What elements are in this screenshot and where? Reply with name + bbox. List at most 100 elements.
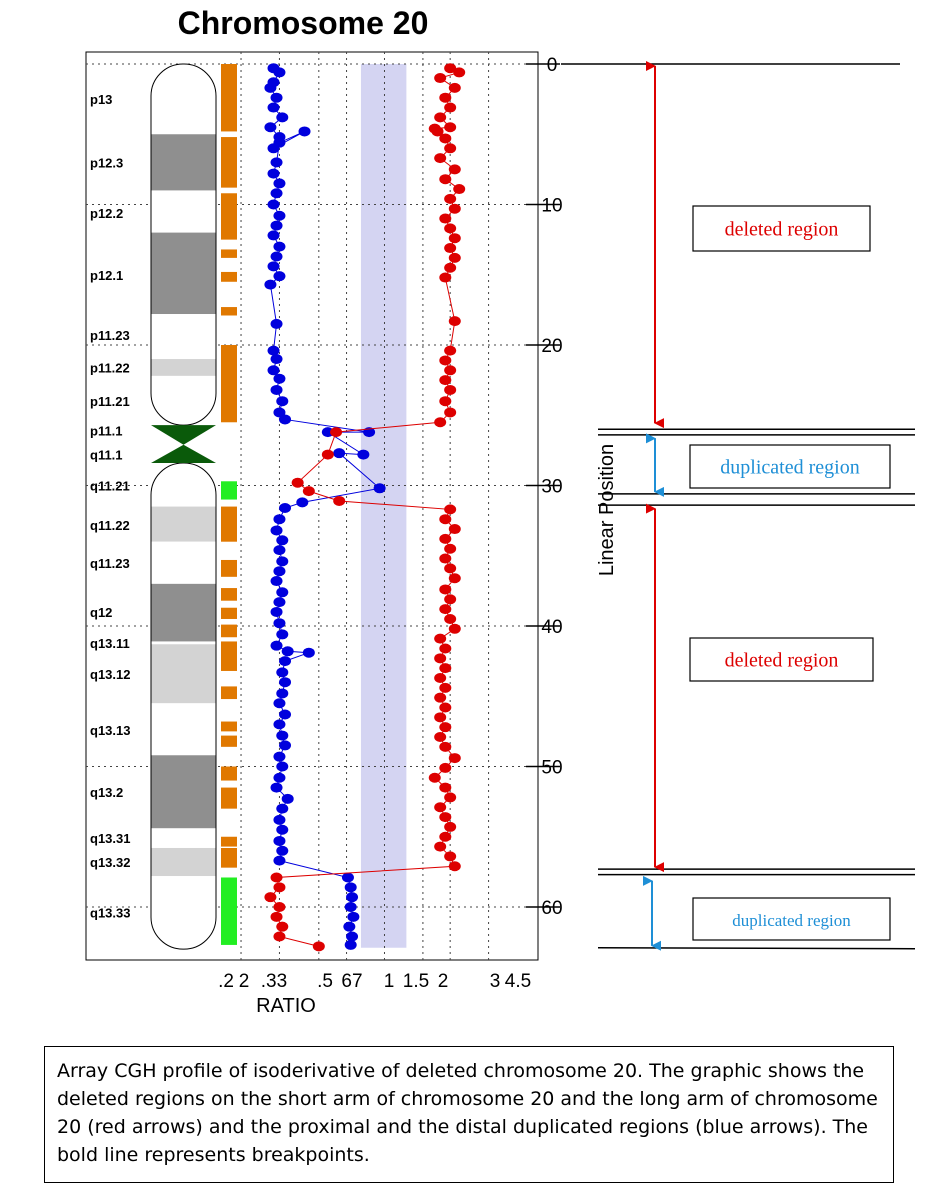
region-label-box [689, 637, 874, 682]
coverage-segment [221, 271, 237, 282]
data-point [444, 613, 457, 624]
data-point [439, 92, 452, 103]
coverage-segment [221, 307, 237, 316]
data-point [270, 911, 283, 922]
data-point [444, 851, 457, 862]
band-label-q13.12: q13.12 [90, 667, 130, 682]
data-point [439, 553, 452, 564]
data-point [302, 647, 315, 658]
band-label-q12: q12 [90, 605, 112, 620]
data-point [448, 753, 461, 764]
data-point [448, 82, 461, 93]
data-point [434, 712, 447, 723]
data-point [439, 782, 452, 793]
band-p11.22 [151, 359, 216, 376]
data-point [281, 793, 294, 804]
data-point [276, 629, 289, 640]
data-point [273, 178, 286, 189]
data-point [444, 504, 457, 515]
coverage-segment [221, 588, 237, 601]
data-point [279, 414, 292, 425]
chromosome-ideogram: p13 p12.3 p12.2 p12.1 p11.23 p11.22 p11.21 p11.… [90, 63, 217, 950]
data-point [273, 407, 286, 418]
data-point [276, 824, 289, 835]
data-point [296, 497, 309, 508]
data-point [276, 921, 289, 932]
data-point [431, 126, 444, 137]
x-tick-label: .5 [317, 971, 333, 992]
band-q11.22 [151, 506, 216, 542]
q-arm [151, 463, 216, 950]
coverage-segment [221, 766, 237, 781]
data-point [439, 702, 452, 713]
data-point [270, 92, 283, 103]
x-tick-label: 1.5 [403, 971, 429, 992]
data-point [273, 882, 286, 893]
coverage-segment [221, 721, 237, 732]
data-point [276, 845, 289, 856]
data-point [434, 112, 447, 123]
x-tick-label: 2 [438, 971, 449, 992]
data-point [439, 831, 452, 842]
data-point [273, 67, 286, 78]
data-point [444, 63, 457, 74]
data-point [264, 892, 277, 903]
x-tick-label: .2 [218, 971, 234, 992]
region-label: deleted region [725, 219, 839, 241]
data-point [321, 449, 334, 460]
y-tick-label: 50 [541, 758, 562, 779]
data-point [439, 741, 452, 752]
x-tick-label: 4.5 [505, 971, 531, 992]
data-point [448, 203, 461, 214]
coverage-segment [221, 607, 237, 619]
data-point [444, 792, 457, 803]
coverage-segment [221, 847, 237, 868]
centromere-upper [151, 425, 216, 445]
data-point [444, 384, 457, 395]
band-label-q13.11: q13.11 [90, 636, 130, 651]
data-point [343, 921, 356, 932]
data-point [267, 365, 280, 376]
data-point [346, 931, 359, 942]
band-label-p11.22: p11.22 [90, 360, 130, 375]
data-point [444, 543, 457, 554]
data-point [439, 663, 452, 674]
data-point [291, 477, 304, 488]
data-point [264, 122, 277, 133]
data-point [276, 535, 289, 546]
region-label-box [692, 897, 891, 941]
chromosome-20-acgh-figure: Chromosome 20 p13p12.3p12.2p12.1p11.23p1… [85, 5, 916, 1017]
band-label-p11.1: p11.1 [90, 424, 123, 439]
data-point [273, 698, 286, 709]
data-point [434, 153, 447, 164]
x-tick-label: 1 [384, 971, 395, 992]
data-point [439, 355, 452, 366]
coverage-segment [221, 624, 237, 638]
y-axis: 0 10 20 30 40 50 60 [526, 55, 563, 919]
data-point [276, 112, 289, 123]
coverage-segment [221, 735, 237, 747]
data-point [276, 730, 289, 741]
data-point [347, 911, 360, 922]
data-point [444, 407, 457, 418]
annotations: deleted region duplicated region deleted r… [561, 61, 916, 951]
data-point [439, 722, 452, 733]
data-point [270, 157, 283, 168]
region-label: duplicated region [732, 911, 851, 930]
data-point [439, 812, 452, 823]
band-q13.33 [151, 876, 216, 950]
band-q13.12 [151, 644, 216, 704]
band-p12.1 [151, 232, 216, 315]
data-point [273, 597, 286, 608]
band-label-q13.31: q13.31 [90, 831, 130, 846]
band-p12.3 [151, 134, 216, 191]
data-point [270, 525, 283, 536]
data-point [267, 102, 280, 113]
coverage-segment [221, 249, 237, 258]
data-point [279, 656, 292, 667]
data-point [333, 495, 346, 506]
breakpoint-line [597, 946, 916, 950]
data-point [270, 251, 283, 262]
data-point [279, 709, 292, 720]
data-point [273, 210, 286, 221]
